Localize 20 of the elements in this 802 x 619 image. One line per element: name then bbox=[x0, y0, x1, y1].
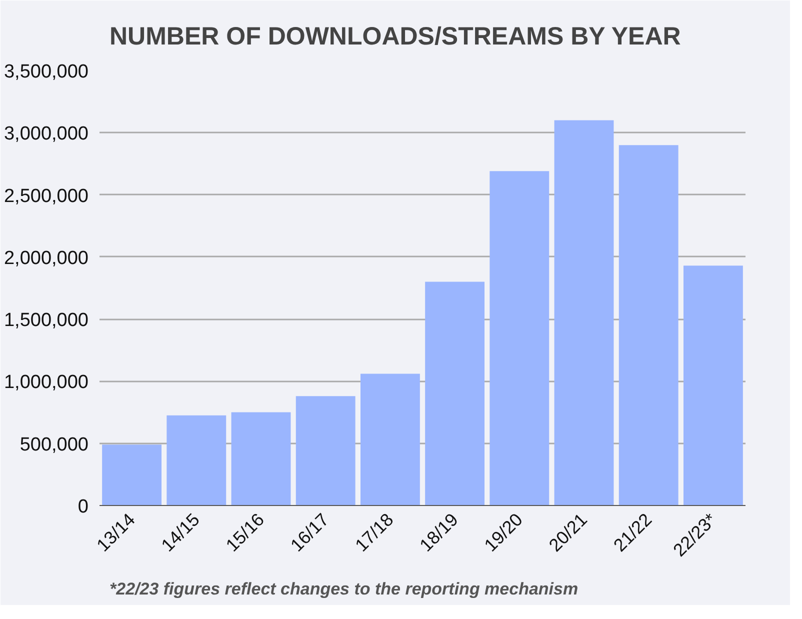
y-tick-label: 0 bbox=[78, 496, 89, 518]
bar bbox=[231, 412, 291, 506]
y-tick-label: 500,000 bbox=[20, 434, 89, 456]
bar bbox=[296, 396, 356, 506]
y-tick-label: 3,000,000 bbox=[4, 124, 89, 145]
bar bbox=[618, 145, 678, 506]
bar bbox=[683, 266, 743, 506]
bar bbox=[166, 415, 226, 506]
y-tick-label: 1,500,000 bbox=[4, 310, 89, 332]
text: *22/23 figures reflect changes to the reporting mechanism bbox=[110, 580, 578, 598]
bar bbox=[490, 171, 550, 506]
y-tick-label: 2,000,000 bbox=[4, 248, 89, 269]
chart-title: NUMBER OF DOWNLOADS/STREAMS BY YEAR bbox=[110, 22, 681, 50]
y-tick-label: 2,500,000 bbox=[4, 186, 89, 207]
bar bbox=[554, 120, 614, 506]
bar bbox=[102, 444, 162, 506]
bar bbox=[360, 374, 420, 506]
bar bbox=[425, 282, 485, 506]
y-tick-label: 3,500,000 bbox=[4, 62, 89, 82]
y-tick-label: 1,000,000 bbox=[4, 372, 89, 394]
